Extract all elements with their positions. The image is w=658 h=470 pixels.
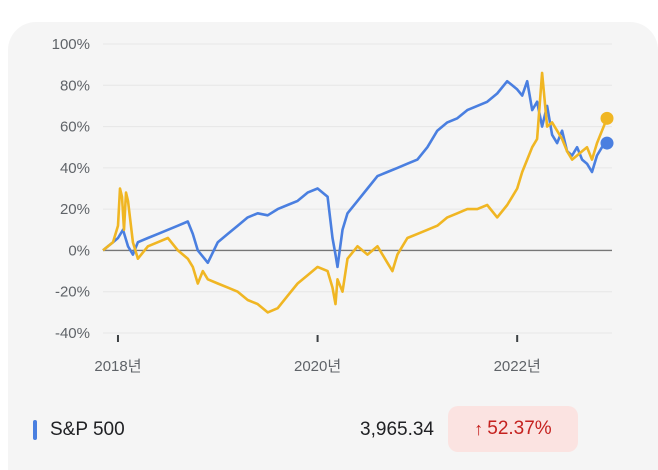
series-endpoint-dot: [600, 111, 614, 125]
y-tick-label: 0%: [68, 242, 90, 259]
series-line-blue: [102, 79, 608, 269]
legend-row[interactable]: S&P 500 3,965.34 ↑ 52.37%: [0, 400, 658, 460]
x-tick-label: 2022년: [494, 358, 541, 375]
y-tick-label: 80%: [60, 77, 90, 94]
x-axis-ticks: 2018년 2020년 2022년: [94, 335, 541, 375]
change-percent: 52.37%: [487, 418, 552, 439]
index-name: S&P 500: [50, 419, 125, 440]
x-tick-label: 2020년: [294, 358, 341, 375]
line-chart: 100% 80% 60% 40% 20% 0% -20% -40% 2018년 2020년 202…: [52, 36, 614, 375]
y-tick-label: -20%: [55, 284, 90, 301]
change-badge: ↑ 52.37%: [448, 406, 578, 452]
y-axis-ticks: 100% 80% 60% 40% 20% 0% -20% -40%: [52, 36, 90, 342]
y-tick-label: 60%: [60, 119, 90, 136]
y-tick-label: -40%: [55, 325, 90, 342]
grid-lines: [103, 43, 612, 334]
y-tick-label: 20%: [60, 201, 90, 218]
series-line-gold: [102, 71, 609, 314]
series-endpoint-dot: [600, 136, 614, 150]
y-tick-label: 100%: [52, 36, 90, 53]
series-lines: [102, 71, 614, 314]
y-tick-label: 40%: [60, 160, 90, 177]
x-tick-label: 2018년: [94, 358, 141, 375]
index-value: 3,965.34: [360, 419, 434, 440]
arrow-up-icon: ↑: [474, 418, 484, 439]
series-color-marker: [33, 420, 37, 440]
